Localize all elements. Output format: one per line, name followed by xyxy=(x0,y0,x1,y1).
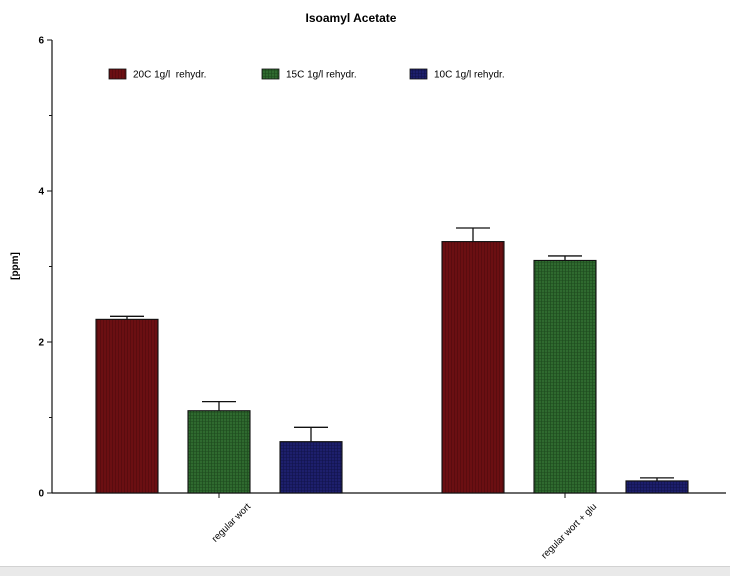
x-category-label: regular wort xyxy=(210,501,254,545)
legend-swatch xyxy=(409,68,428,80)
legend-swatch xyxy=(108,68,127,80)
bar xyxy=(95,318,159,494)
bars xyxy=(95,227,689,494)
bar xyxy=(533,259,597,494)
chart-title: Isoamyl Acetate xyxy=(306,11,397,25)
y-tick-label: 2 xyxy=(38,338,44,349)
legend-entry: 20C 1g/l rehydr. xyxy=(133,70,206,81)
y-tick-label: 4 xyxy=(38,187,44,198)
legend-entry: 10C 1g/l rehydr. xyxy=(434,70,505,81)
bottom-scroll-strip xyxy=(0,566,730,576)
bar xyxy=(187,410,251,494)
y-axis-label: [ppm] xyxy=(10,252,21,280)
bar xyxy=(279,441,343,494)
x-category-label: regular wort + glu xyxy=(539,501,599,561)
bar xyxy=(441,241,505,494)
y-tick-label: 6 xyxy=(38,36,44,47)
y-tick-label: 0 xyxy=(38,489,44,500)
bar xyxy=(625,480,689,494)
legend-entry: 15C 1g/l rehydr. xyxy=(286,70,357,81)
legend-swatch xyxy=(261,68,280,80)
legend: 20C 1g/l rehydr. 15C 1g/l rehydr. 10C 1g/l… xyxy=(108,68,505,81)
